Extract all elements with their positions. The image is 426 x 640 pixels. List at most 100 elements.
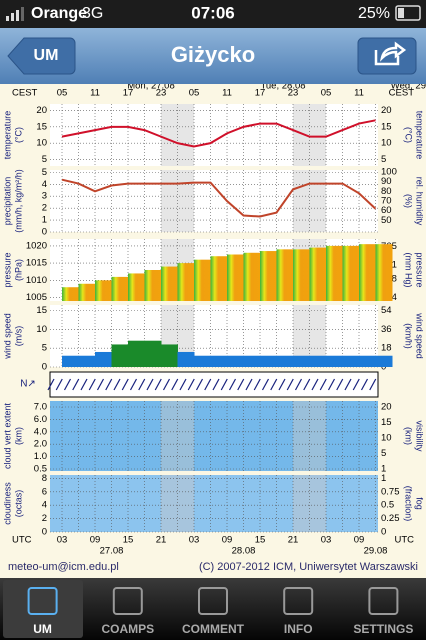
top-hour: 05 <box>57 88 68 99</box>
wind-dir-panel <box>49 371 379 398</box>
y2-tick-label: 5 <box>381 154 386 165</box>
pressure-bar <box>309 247 327 301</box>
wind-arrow <box>88 378 96 391</box>
wind-arrow <box>154 378 162 391</box>
y-tick-label: 15 <box>36 305 47 316</box>
y2-tick-label: 18 <box>381 343 392 354</box>
wind-arrow <box>228 378 237 391</box>
y2-tick-label: 10 <box>381 433 392 444</box>
y2-tick-label: 0 <box>381 362 386 373</box>
share-button[interactable] <box>357 37 417 75</box>
wind-arrow <box>121 378 129 391</box>
y2-tick-label: 50 <box>381 215 392 226</box>
tab-label[interactable]: COAMPS <box>101 622 154 636</box>
y-tick-label: 2 <box>42 203 47 214</box>
bottom-hour: 21 <box>288 535 299 546</box>
top-date: Wed, 29.08 <box>391 81 426 92</box>
wind-bar <box>210 355 228 367</box>
y-tick-label: 2.0 <box>34 439 47 450</box>
y2-tick-label: 1 <box>381 473 386 484</box>
wind-dir-icon: N↗ <box>20 379 36 390</box>
wind-arrow <box>261 378 270 391</box>
y2-tick-label: 15 <box>381 417 392 428</box>
pressure-bar <box>161 266 178 301</box>
y2-tick-label: 15 <box>381 121 392 132</box>
clock: 07:06 <box>191 3 234 22</box>
y-tick-label: 10 <box>36 324 47 335</box>
top-hour: 23 <box>156 88 167 99</box>
tab-label[interactable]: SETTINGS <box>353 622 413 636</box>
y2-tick-label: 5 <box>381 448 386 459</box>
share-icon <box>374 41 407 66</box>
left-label: precipitation <box>2 177 12 226</box>
tab-label[interactable]: COMMENT <box>182 622 245 636</box>
bottom-axis-label-right: UTC <box>394 535 414 546</box>
wind-arrow <box>220 378 228 391</box>
bottom-hour: 15 <box>123 535 134 546</box>
wind-arrow <box>187 378 195 391</box>
wind-arrow <box>319 378 327 391</box>
y-tick-label: 5 <box>42 154 47 165</box>
bottom-date: 29.08 <box>364 546 388 557</box>
bottom-hour: 09 <box>222 535 233 546</box>
wind-bar <box>359 355 376 367</box>
right-unit: (fraction) <box>404 486 414 522</box>
left-label: temperature <box>2 111 12 160</box>
wind-arrow <box>129 378 138 391</box>
top-hour: 05 <box>321 88 332 99</box>
y-tick-label: 1010 <box>26 275 47 286</box>
y2-tick-label: 90 <box>381 176 392 187</box>
y-tick-label: 0 <box>42 227 47 238</box>
left-unit: (hPa) <box>13 259 23 281</box>
wind-arrow <box>327 378 336 391</box>
bottom-hour: 03 <box>321 535 332 546</box>
pressure-bar <box>227 254 244 301</box>
wind-bar <box>78 355 96 367</box>
wind-bar <box>95 351 112 367</box>
panel-bg <box>50 170 378 232</box>
y-tick-label: 0 <box>42 527 47 538</box>
y2-tick-label: 70 <box>381 196 392 207</box>
top-hour: 11 <box>222 88 232 99</box>
y2-tick-label: 1 <box>381 464 386 475</box>
left-unit: (km) <box>13 427 23 445</box>
humidity-line <box>61 178 377 218</box>
top-hour: 23 <box>288 88 299 99</box>
wind-arrow <box>80 378 88 391</box>
tab-label[interactable]: INFO <box>284 622 313 636</box>
bottom-hour: 09 <box>354 535 365 546</box>
footer-copyright: (C) 2007-2012 ICM, Uniwersytet Warszawsk… <box>199 561 418 573</box>
wind-bar <box>62 355 79 367</box>
wind-arrow <box>352 378 360 391</box>
wind-bar <box>128 340 145 367</box>
y2-tick-label: 0.75 <box>381 486 400 497</box>
pressure-bar <box>276 249 294 301</box>
right-label: fog <box>415 497 425 510</box>
right-unit: (%) <box>404 194 414 208</box>
pressure-bar <box>128 273 145 301</box>
pressure-bar <box>144 270 162 301</box>
pressure-bar <box>78 283 96 301</box>
y-tick-label: 1005 <box>26 292 47 303</box>
left-label: cloudiness <box>2 482 12 525</box>
left-label: cloud vert extent <box>2 402 12 469</box>
panel-bg <box>50 401 378 471</box>
back-button[interactable] <box>7 37 76 75</box>
bottom-hour: 21 <box>156 535 167 546</box>
signal <box>6 7 24 21</box>
tab-label[interactable]: UM <box>33 622 52 636</box>
wind-bar <box>276 355 294 367</box>
y-tick-label: 1.0 <box>34 451 47 462</box>
wind-arrow <box>47 378 55 391</box>
right-unit: (mm Hg) <box>404 253 414 288</box>
y-tick-label: 2 <box>42 513 47 524</box>
left-unit: (mm/h, kg/m²/h) <box>13 169 23 233</box>
pressure-bar <box>243 252 261 301</box>
right-label: temperature <box>415 111 425 160</box>
pressure-bar <box>62 287 79 301</box>
wind-arrow <box>179 378 187 391</box>
pressure-bar <box>326 245 343 301</box>
top-hour: 05 <box>189 88 200 99</box>
footer-email: meteo-um@icm.edu.pl <box>8 561 119 573</box>
